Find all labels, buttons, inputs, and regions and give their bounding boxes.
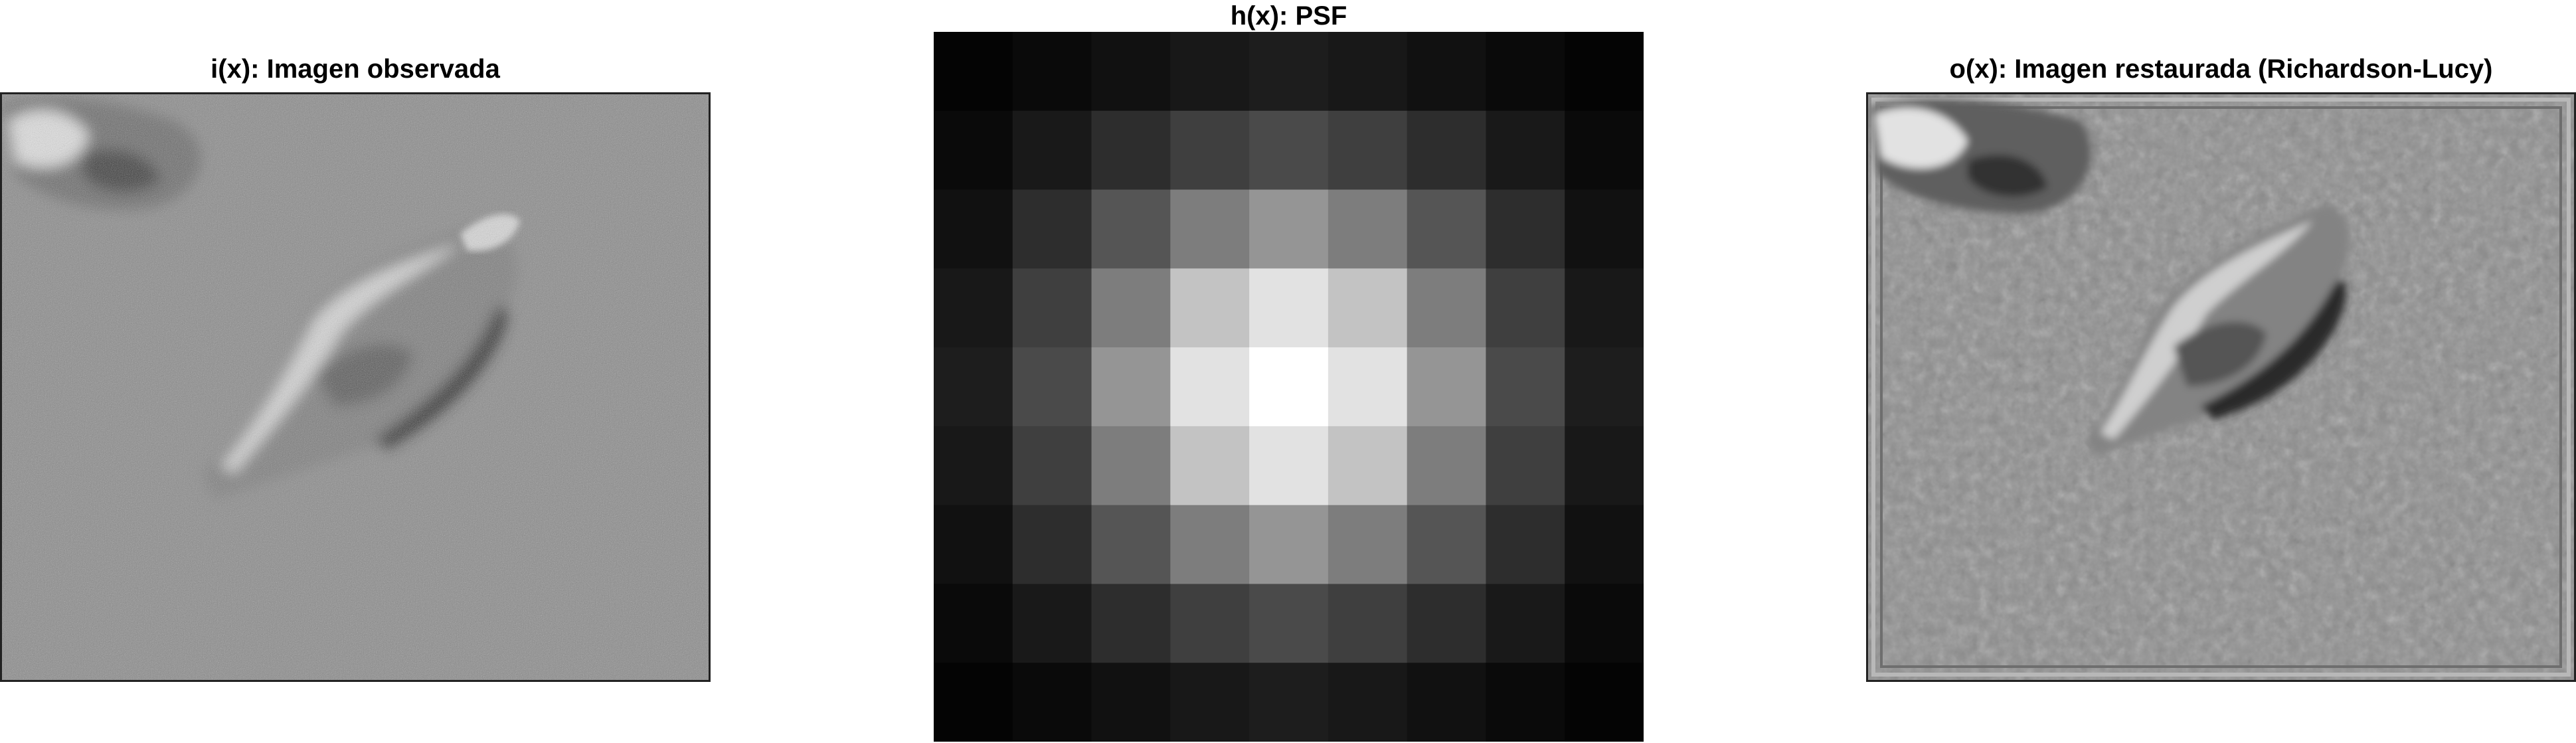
restored-image-panel: o(x): Imagen restaurada (Richardson-Lucy… [1866,54,2576,682]
psf-cell [1249,426,1329,506]
psf-cell [1249,505,1329,585]
psf-cell [1091,268,1171,348]
psf-cell [1328,110,1408,191]
psf-cell [1091,663,1171,742]
observed-image [2,94,709,680]
psf-cell [1328,426,1408,506]
psf-cell [1407,584,1487,663]
psf-cell [1328,268,1408,348]
psf-cell [1012,505,1092,585]
psf-cell [1091,32,1171,112]
psf-cell [1170,347,1250,427]
psf-cell [1407,505,1487,585]
observed-image-axes [0,92,711,682]
restored-image-axes [1866,92,2576,682]
psf-cell [1170,268,1250,348]
psf-cell [934,268,1013,348]
psf-cell [1012,110,1092,191]
psf-cell [1170,189,1250,269]
psf-cell [1486,110,1565,191]
psf-cell [1407,268,1487,348]
psf-cell [1565,663,1644,742]
psf-cell [1012,347,1092,427]
psf-cell [1565,32,1644,112]
psf-cell [1407,32,1487,112]
psf-cell [1170,663,1250,742]
psf-cell [1486,189,1565,269]
psf-cell [1170,110,1250,191]
psf-cell [1249,268,1329,348]
psf-axes [934,32,1644,742]
psf-cell [1249,189,1329,269]
psf-cell [1565,110,1644,191]
psf-cell [1328,189,1408,269]
psf-cell [1091,584,1171,663]
psf-cell [934,110,1013,191]
psf-cell [1170,32,1250,112]
psf-cell [934,32,1013,112]
psf-cell [1565,426,1644,506]
psf-cell [1328,663,1408,742]
restored-image-title: o(x): Imagen restaurada (Richardson-Lucy… [1949,54,2493,84]
psf-cell [1407,189,1487,269]
psf-cell [1565,505,1644,585]
psf-cell [1407,663,1487,742]
psf-cell [1328,347,1408,427]
psf-cell [934,584,1013,663]
psf-cell [1091,426,1171,506]
psf-cell [1249,663,1329,742]
psf-cell [1170,426,1250,506]
psf-cell [1170,584,1250,663]
psf-cell [1091,189,1171,269]
psf-cell [1249,347,1329,427]
psf-cell [1565,189,1644,269]
psf-panel: h(x): PSF [934,0,1644,743]
psf-cell [1012,426,1092,506]
psf-cell [1486,505,1565,585]
psf-cell [1249,584,1329,663]
psf-cell [1170,505,1250,585]
psf-cell [934,347,1013,427]
psf-image [934,32,1644,742]
psf-cell [1486,663,1565,742]
psf-cell [934,663,1013,742]
observed-image-title: i(x): Imagen observada [211,54,500,84]
psf-cell [1249,32,1329,112]
psf-cell [1249,110,1329,191]
psf-cell [1486,268,1565,348]
psf-cell [1012,584,1092,663]
psf-cell [1565,584,1644,663]
psf-cell [1486,584,1565,663]
psf-title: h(x): PSF [1230,1,1347,31]
psf-cell [1012,32,1092,112]
psf-cell [1407,426,1487,506]
psf-cell [1012,189,1092,269]
observed-image-panel: i(x): Imagen observada [0,54,711,682]
psf-cell [934,189,1013,269]
psf-cell [1486,426,1565,506]
psf-cell [1565,347,1644,427]
psf-cell [1486,32,1565,112]
psf-cell [1012,663,1092,742]
psf-cell [1486,347,1565,427]
psf-cell [1091,347,1171,427]
psf-cell [1091,110,1171,191]
psf-cell [1328,32,1408,112]
psf-cell [934,505,1013,585]
psf-cell [1407,347,1487,427]
psf-cell [1407,110,1487,191]
psf-cell [934,426,1013,506]
restored-image [1868,94,2574,680]
psf-cell [1328,505,1408,585]
psf-cell [1091,505,1171,585]
psf-cell [1012,268,1092,348]
psf-cell [1328,584,1408,663]
psf-cell [1565,268,1644,348]
